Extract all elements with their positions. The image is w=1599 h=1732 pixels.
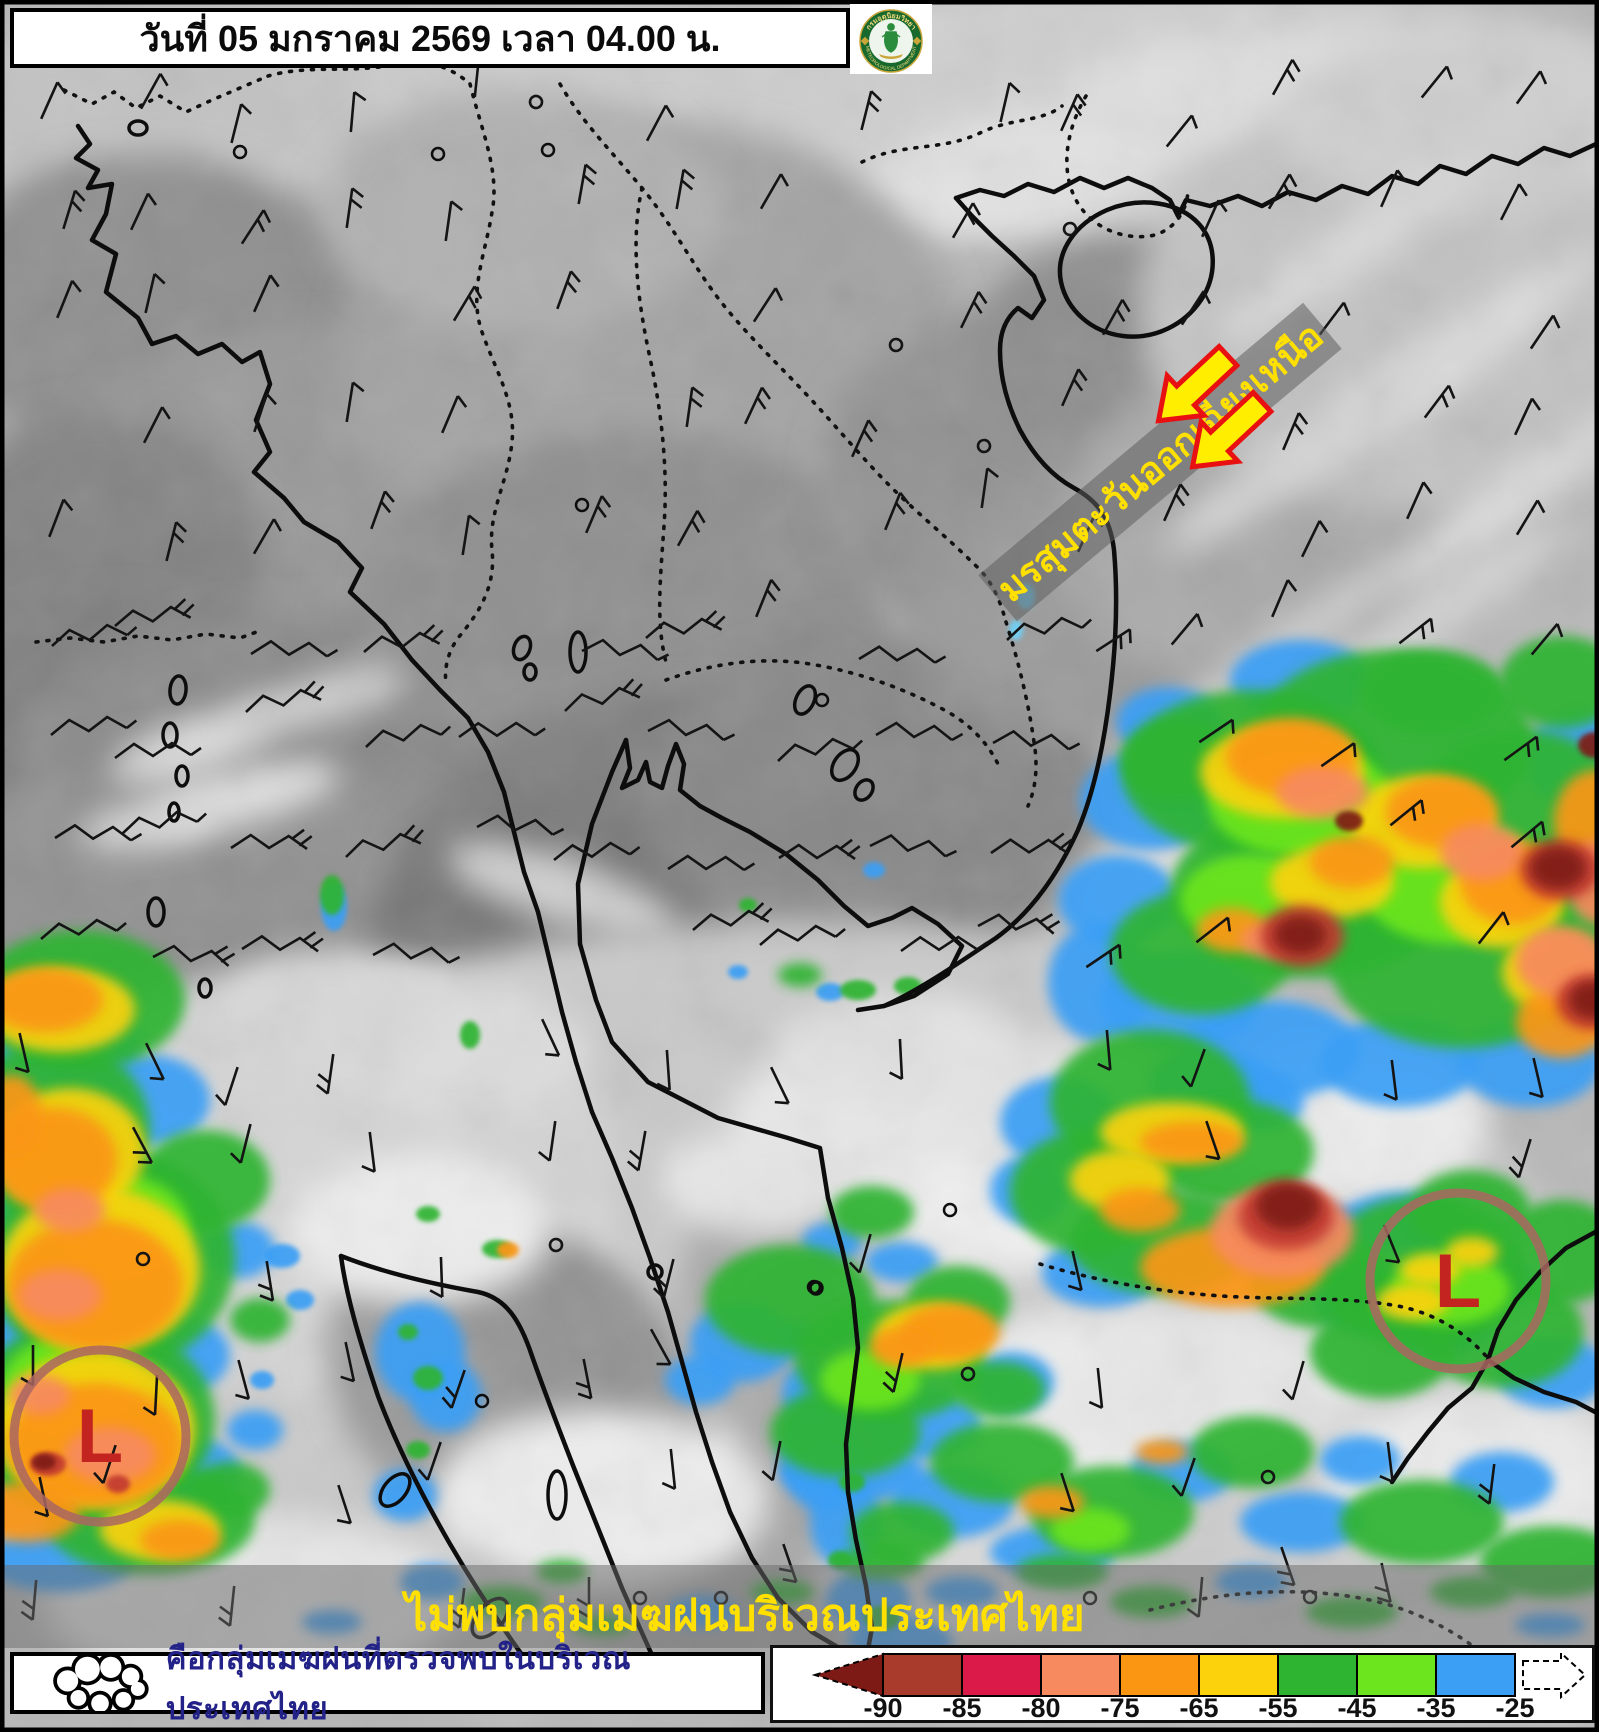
border-top-left: [62, 60, 472, 115]
scale-color-cell: [1040, 1653, 1121, 1697]
met-department-logo: กรมอุตุนิยมวิทยา METEOROLOGICAL DEPARTME…: [850, 4, 932, 74]
island-outline: [146, 896, 166, 928]
monsoon-wind-arrows: [1155, 342, 1275, 470]
scale-color-cell: [961, 1653, 1042, 1697]
calm-station-circle: [574, 497, 590, 513]
scale-label: -80: [1021, 1693, 1060, 1720]
island-outline: [161, 721, 179, 749]
temperature-scale-legend: -90 -85 -80 -75 -65 -55 -45 -35 -25: [770, 1645, 1595, 1723]
rain-cloud-icon: [53, 1655, 149, 1711]
logo-deity-figure: [881, 23, 901, 53]
logo-base: [879, 54, 903, 59]
coast-hainan-island: [1057, 200, 1215, 339]
island-outline: [168, 674, 188, 706]
low-pressure-circle: [9, 1345, 191, 1527]
banner-band: [4, 1565, 1595, 1648]
calm-station-circle: [474, 1393, 490, 1409]
island-outline: [792, 684, 818, 716]
island-outline: [568, 630, 588, 674]
banner-text: ไม่พบกลุ่มเมฆฝนบริเวณประเทศไทย: [401, 1589, 1084, 1643]
low-pressure-symbol: L: [77, 1394, 123, 1479]
coast-china-south: [953, 141, 1595, 219]
scale-label: -35: [1416, 1693, 1455, 1720]
scale-color-cell: [1119, 1653, 1200, 1697]
island-outline: [522, 662, 538, 682]
island-outline: [127, 119, 149, 137]
scale-color-cell: [1277, 1653, 1358, 1697]
title-box: วันที่ 05 มกราคม 2569 เวลา 04.00 น.: [10, 8, 850, 68]
scale-label: -90: [863, 1693, 902, 1720]
coast-malay-east-gulf-west: [575, 737, 875, 1663]
island-outline: [829, 747, 861, 783]
scale-color-cell: [1198, 1653, 1279, 1697]
scale-color-cell: [882, 1653, 963, 1697]
island-outline: [511, 634, 533, 662]
island-outline: [174, 764, 190, 788]
calm-station-circle: [430, 146, 446, 162]
island-outline: [853, 778, 875, 802]
low-pressure-circle: [1365, 1188, 1551, 1374]
monsoon-band: [978, 302, 1342, 622]
low-pressure-symbol: L: [1435, 1239, 1481, 1324]
island-outline: [197, 977, 213, 999]
calm-station-circle: [540, 142, 556, 158]
low-pressure-marker-east: L: [1365, 1188, 1551, 1374]
border-cambodia: [664, 620, 1038, 808]
wind-arrow-icon: [1155, 342, 1241, 424]
island-outline: [546, 1469, 568, 1521]
border-myanmar-thailand: [443, 82, 515, 686]
border-left-horizontal: [34, 628, 264, 644]
island-outline: [378, 1472, 412, 1508]
scale-color-cell: [1435, 1653, 1516, 1697]
calm-station-circle: [814, 692, 830, 708]
cloud-legend-text: คือกลุ่มเมฆฝนที่ตรวจพบในบริเวณประเทศไทย: [165, 1641, 632, 1726]
coast-gulf-top-east: [619, 737, 965, 1013]
low-pressure-marker-west: L: [9, 1345, 191, 1527]
scale-label: -45: [1337, 1693, 1376, 1720]
date-title: วันที่ 05 มกราคม 2569 เวลา 04.00 น.: [139, 17, 721, 59]
scale-color-cell: [1356, 1653, 1437, 1697]
coast-myanmar-malay-west: [73, 123, 869, 1663]
calm-station-circle: [806, 1279, 822, 1295]
calm-station-circle: [232, 144, 248, 160]
border-maritime-southeast: [1038, 1262, 1488, 1358]
coast-vietnam-east: [881, 195, 1119, 1009]
island-outline: [646, 1263, 664, 1281]
wind-arrow-icon: [1189, 388, 1275, 470]
border-thailand-laos: [634, 186, 668, 664]
scale-label: -75: [1100, 1693, 1139, 1720]
no-rain-banner: ไม่พบกลุ่มเมฆฝนบริเวณประเทศไทย: [4, 1565, 1595, 1648]
scale-label: -85: [942, 1693, 981, 1720]
dotted-borders-layer: [34, 60, 1488, 1646]
calm-station-circle: [942, 1202, 958, 1218]
scale-label: -65: [1179, 1693, 1218, 1720]
cloud-legend-box: คือกลุ่มเมฆฝนที่ตรวจพบในบริเวณประเทศไทย: [10, 1641, 765, 1726]
scale-arrow-left: [811, 1652, 884, 1698]
coast-borneo-branch: [1485, 1357, 1595, 1415]
border-china-inner: [860, 94, 1190, 239]
temperature-scale: -90 -85 -80 -75 -65 -55 -45 -35 -25: [811, 1650, 1587, 1723]
scale-arrow-right: [1522, 1650, 1587, 1700]
scale-label: -55: [1258, 1693, 1297, 1720]
scale-label: -25: [1495, 1693, 1534, 1720]
